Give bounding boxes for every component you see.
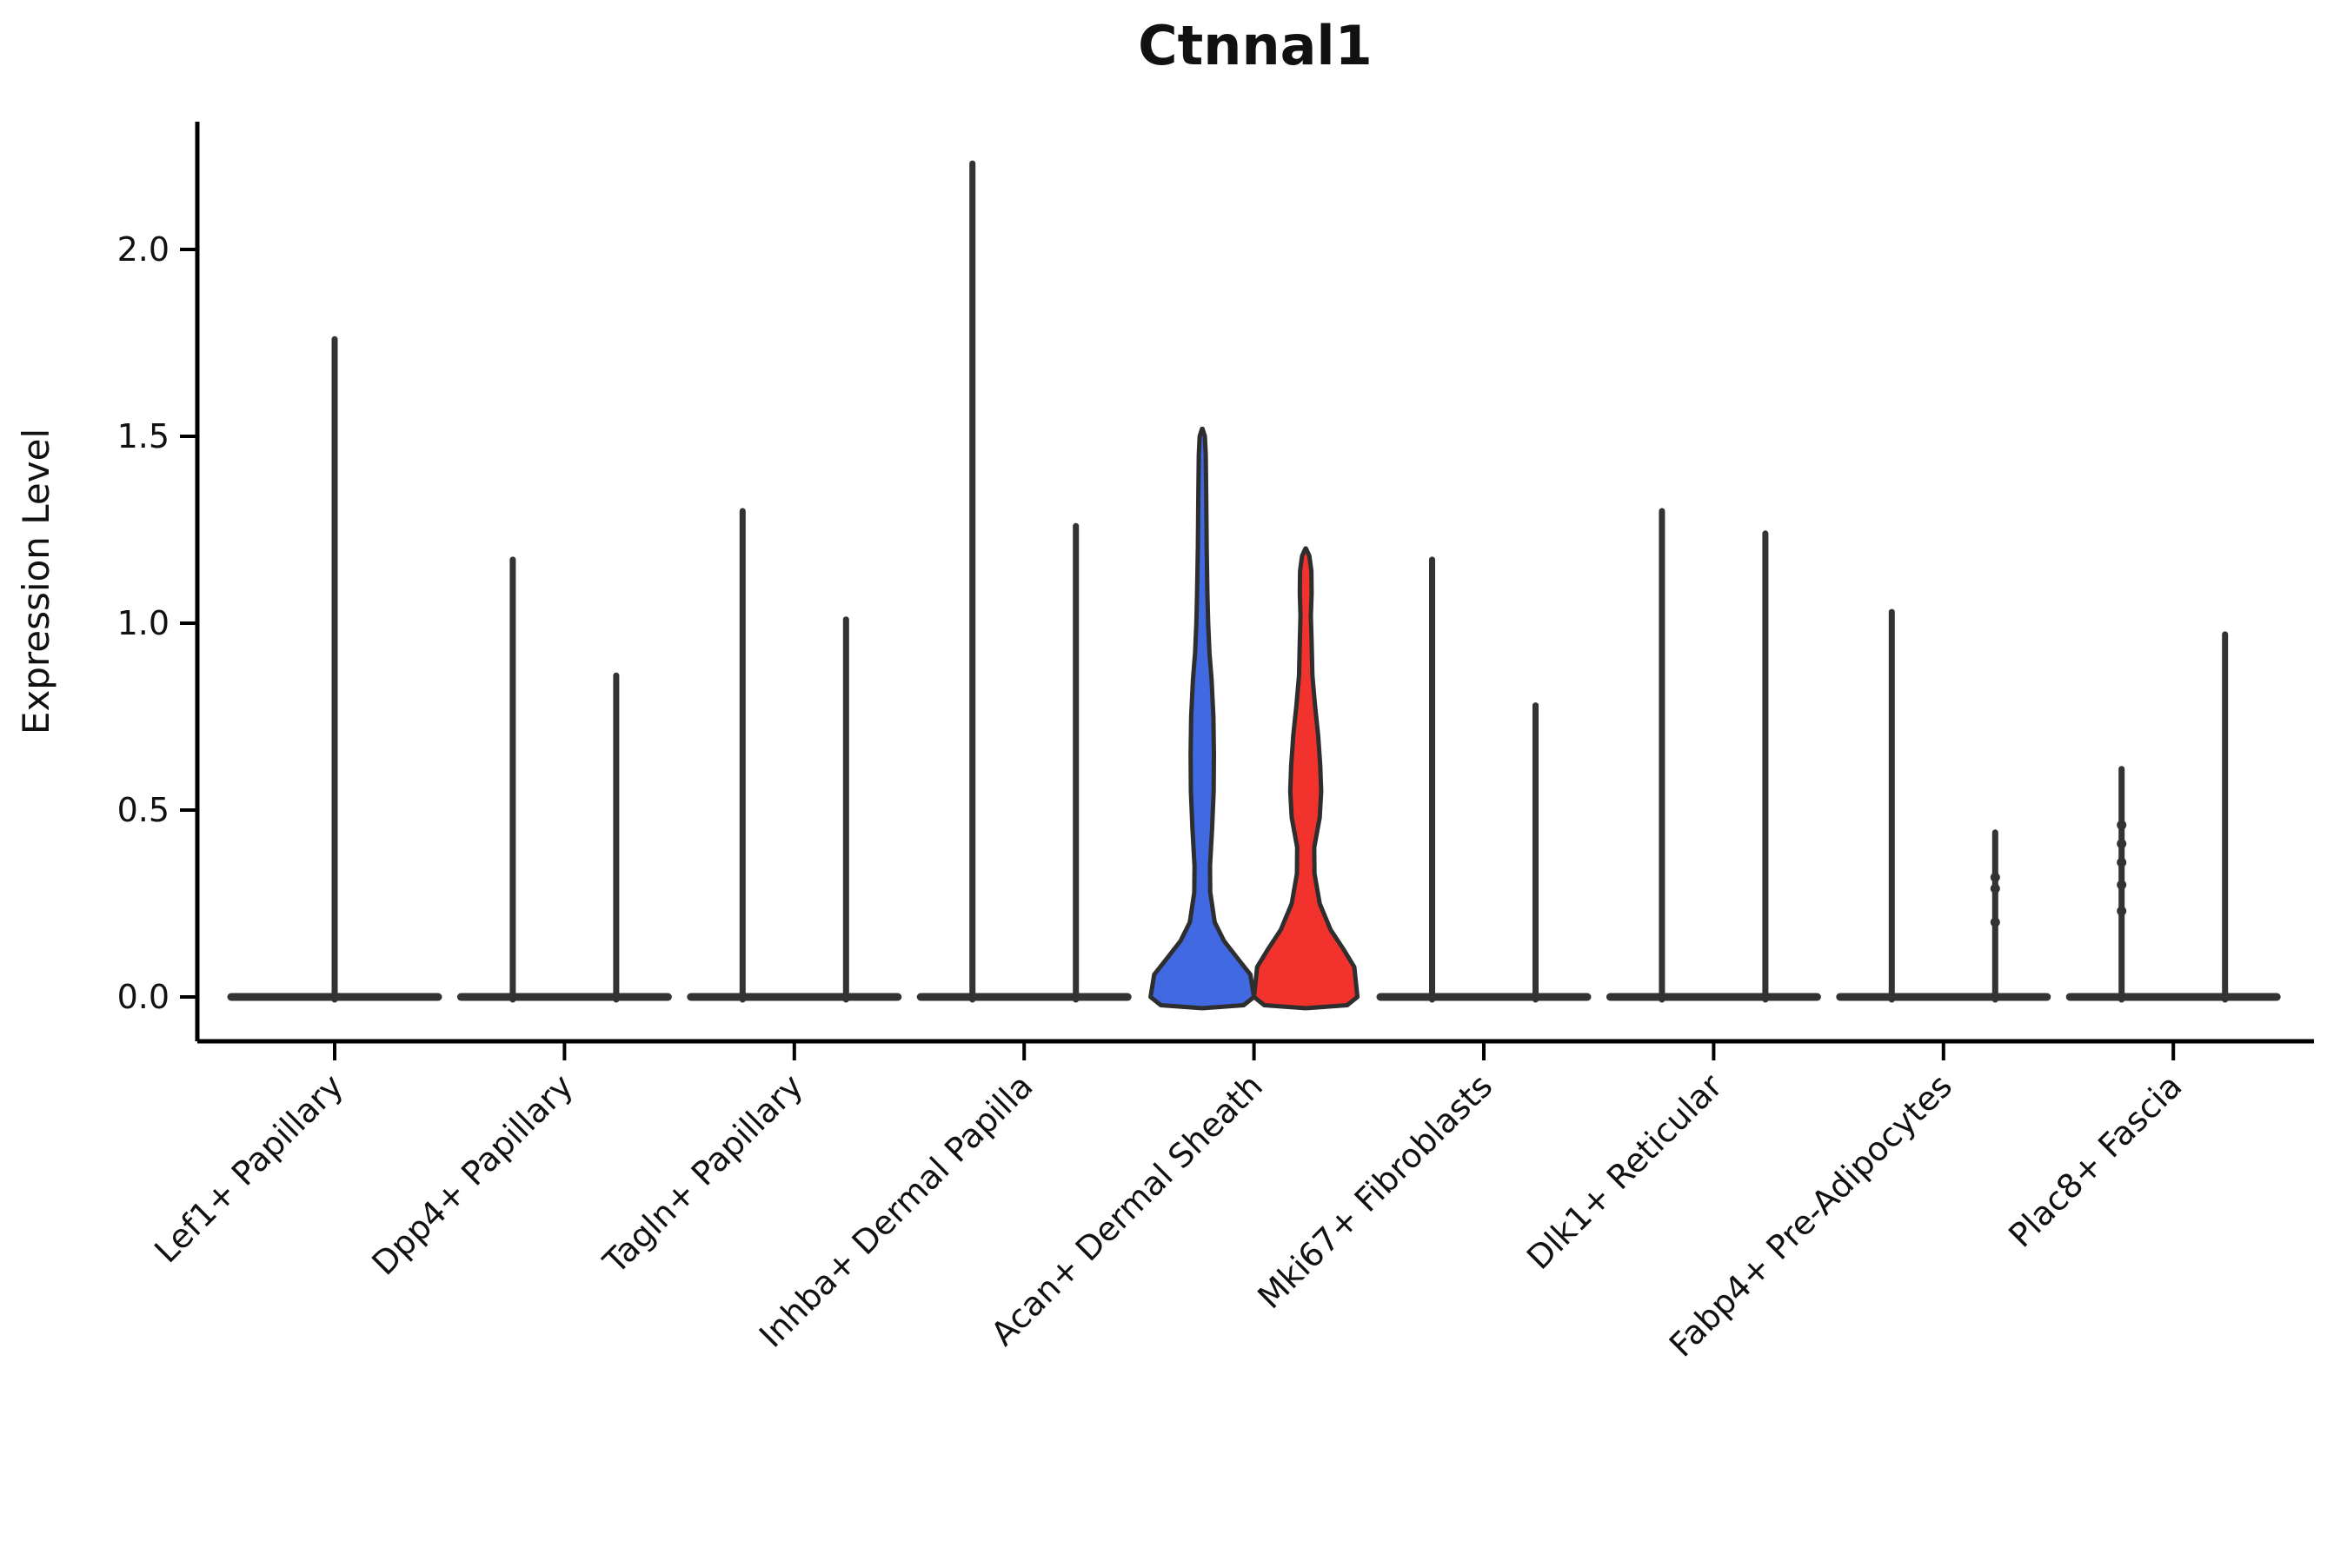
- chart-title: Ctnnal1: [1138, 14, 1373, 77]
- x-tick-label-acan-dermal-sheath: Acan+ Dermal Sheath: [984, 1066, 1270, 1352]
- x-tick-label-mki67-fibroblasts: Mki67+ Fibroblasts: [1250, 1066, 1499, 1316]
- violin-plac8-fascia-left-point: [2117, 857, 2127, 867]
- violin-acan-dermal-sheath-right: [1252, 546, 1360, 1011]
- y-tick-label: 1.5: [117, 417, 170, 455]
- violin-plac8-fascia-left-point: [2117, 906, 2127, 916]
- y-axis-ticks: 0.0 0.5 1.0 1.5 2.0: [117, 230, 197, 1016]
- violin-fabp4-pre-adipocytes-right-point: [1990, 872, 2000, 882]
- x-tick-label-tagln-papillary: Tagln+ Papillary: [595, 1066, 810, 1281]
- violin-plac8-fascia-left-point: [2117, 820, 2127, 830]
- x-tick-label-lef1-papillary: Lef1+ Papillary: [147, 1066, 350, 1270]
- x-axis-ticks: Lef1+ Papillary Dpp4+ Papillary Tagln+ Pap…: [147, 1041, 2190, 1365]
- y-tick-label: 0.0: [117, 978, 170, 1016]
- y-axis-label: Expression Level: [15, 429, 57, 734]
- violin-plac8-fascia-left-point: [2117, 880, 2127, 890]
- x-tick-label-plac8-fascia: Plac8+ Fascia: [2001, 1066, 2189, 1254]
- violin-fabp4-pre-adipocytes-right-point: [1990, 917, 2000, 927]
- x-tick-label-dpp4-papillary: Dpp4+ Papillary: [364, 1066, 580, 1282]
- y-tick-label: 1.0: [117, 604, 170, 642]
- y-tick-label: 0.5: [117, 791, 170, 829]
- violin-plac8-fascia-left-point: [2117, 839, 2127, 849]
- x-tick-label-dlk1-reticular: Dlk1+ Reticular: [1519, 1066, 1730, 1277]
- violins: [227, 160, 2281, 1011]
- y-tick-label: 2.0: [117, 230, 170, 269]
- violin-acan-dermal-sheath-left: [1148, 426, 1257, 1011]
- violin-fabp4-pre-adipocytes-right-point: [1990, 883, 2000, 894]
